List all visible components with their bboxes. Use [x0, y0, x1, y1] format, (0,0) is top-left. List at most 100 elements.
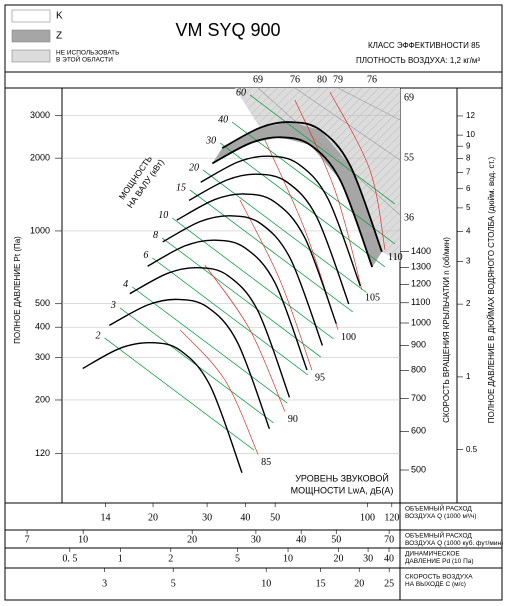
subtitle: КЛАСС ЭФФЕКТИВНОСТИ 85: [368, 41, 481, 50]
y-tick-label: 3000: [30, 110, 50, 120]
x2-tick-label: 7: [25, 534, 30, 545]
y-axis-label: ПОЛНОЕ ДАВЛЕНИЕ Pt (Па): [13, 236, 22, 344]
y2-tick-label: 1400: [411, 246, 431, 256]
x2-tick-label: 20: [187, 534, 197, 545]
y3-tick-label: 6: [466, 184, 471, 193]
x-tick-label: 30: [202, 512, 212, 523]
power-line: [131, 286, 288, 404]
y-tick-label: 300: [35, 352, 50, 362]
power-line: [202, 169, 367, 293]
fan-curve: [200, 155, 361, 287]
sound-line: [179, 329, 259, 455]
fan-curve: [82, 341, 243, 474]
power-label: 3: [110, 300, 116, 311]
y2-tick-label: 600: [411, 426, 426, 436]
power-line: [249, 94, 396, 205]
sound-label: 100: [341, 332, 356, 343]
sound-line: [204, 264, 286, 412]
x2-tick-label: 30: [251, 534, 261, 545]
legend-swatch: [11, 9, 51, 23]
x4-tick-label: 20: [354, 578, 364, 589]
x2-tick-label: 10: [78, 534, 88, 545]
y-tick-label: 400: [35, 322, 50, 332]
power-label: 4: [123, 279, 128, 290]
x2-tick-label: 70: [384, 534, 394, 545]
y3-tick-label: 0.5: [466, 445, 478, 454]
power-label: 40: [218, 114, 228, 125]
y2-tick-label: 1300: [411, 262, 431, 272]
efficiency-label: 76: [367, 74, 377, 85]
power-line: [231, 121, 396, 245]
x4-tick-label: 15: [316, 578, 326, 589]
y3-axis-label: ПОЛНОЕ ДАВЛЕНИЕ В ДЮЙМАХ ВОДЯНОГО СТОЛБА…: [487, 156, 496, 423]
power-label: 30: [205, 135, 216, 146]
power-label: 8: [153, 230, 158, 241]
power-label: 6: [143, 250, 148, 261]
x3-tick-label: 2: [168, 553, 173, 564]
x4-tick-label: 5: [171, 578, 176, 589]
efficiency-line: [337, 87, 401, 121]
power-label: 15: [176, 182, 186, 193]
x4-axis-label: НА ВЫХОДЕ C (м/с): [405, 581, 466, 588]
x3-tick-label: 10: [283, 553, 293, 564]
y-tick-label: 200: [35, 394, 50, 404]
subtitle: ПЛОТНОСТЬ ВОЗДУХА: 1,2 кг/м³: [356, 56, 480, 65]
fan-curve: [162, 215, 324, 346]
y3-tick-label: 3: [466, 257, 471, 266]
efficiency-label: 76: [290, 74, 300, 85]
legend-swatch: [11, 29, 51, 43]
sound-label: 105: [365, 292, 380, 303]
power-label: 60: [236, 87, 246, 98]
efficiency-label: 69: [404, 92, 414, 103]
y2-tick-label: 1000: [411, 317, 431, 327]
efficiency-label: 69: [253, 74, 263, 85]
y3-tick-label: 5: [466, 203, 471, 212]
x-tick-label: 40: [240, 512, 250, 523]
legend-label: НЕ ИСПОЛЬЗОВАТЬ: [56, 50, 119, 57]
power-line: [189, 189, 353, 313]
sound-line: [294, 99, 363, 291]
legend-label: Z: [56, 31, 62, 42]
efficiency-label: 55: [404, 152, 414, 163]
power-line: [219, 142, 386, 268]
sound-title: МОЩНОСТИ LwA, дБ(A): [291, 485, 394, 495]
x3-tick-label: 30: [363, 553, 373, 564]
sound-title: УРОВЕНЬ ЗВУКОВОЙ: [295, 472, 389, 483]
chart-title: VM SYQ 900: [175, 20, 280, 40]
y3-tick-label: 10: [466, 130, 475, 139]
power-line: [152, 257, 309, 376]
legend-label: В ЭТОЙ ОБЛАСТИ: [56, 55, 113, 64]
x3-tick-label: 0. 5: [62, 553, 77, 564]
fan-curve: [221, 121, 383, 253]
x2-axis-label: ВОЗДУХА Q (1000 куб. фут/мин): [405, 539, 503, 547]
power-line: [171, 217, 334, 340]
power-label: 20: [189, 162, 199, 173]
sound-label: 95: [315, 372, 325, 383]
x4-axis-label: СКОРОСТЬ ВОЗДУХА: [405, 574, 473, 581]
fan-curve: [108, 298, 271, 430]
y2-tick-label: 1100: [411, 297, 430, 307]
x-tick-label: 14: [101, 512, 111, 523]
efficiency-label: 36: [404, 212, 414, 223]
power-line: [104, 337, 255, 451]
x3-tick-label: 1: [118, 553, 123, 564]
legend-swatch: [11, 49, 51, 63]
x3-tick-label: 5: [235, 553, 240, 564]
y2-tick-label: 700: [411, 393, 426, 403]
x-axis-label: ВОЗДУХА Q (1000 м³/ч): [405, 513, 476, 520]
power-label: 2: [96, 330, 101, 341]
fan-curve: [176, 193, 337, 325]
y-tick-label: 1000: [30, 225, 50, 235]
y2-axis-label: СКОРОСТЬ ВРАЩЕНИЯ КРЫЛЬЧАТКИ n (об/мин): [442, 237, 451, 423]
y-tick-label: 120: [35, 448, 50, 458]
x3-axis-label: ДАВЛЕНИЕ Pd (10 Па): [405, 558, 474, 565]
fan-curve: [147, 239, 308, 371]
x3-tick-label: 40: [384, 553, 394, 564]
y2-tick-label: 800: [411, 365, 426, 375]
power-line: [161, 237, 321, 358]
x4-tick-label: 25: [384, 578, 394, 589]
sound-line: [329, 91, 386, 250]
y3-tick-label: 9: [466, 141, 471, 150]
